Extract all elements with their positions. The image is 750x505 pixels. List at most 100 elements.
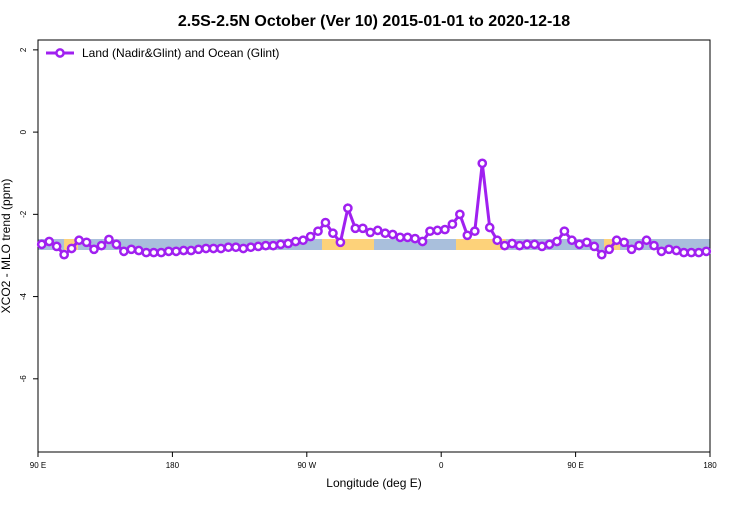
x-tick-label: 180	[703, 461, 717, 470]
point	[469, 226, 480, 237]
point	[671, 245, 682, 256]
point	[492, 235, 503, 246]
y-tick-label: -4	[19, 292, 28, 300]
point	[178, 245, 189, 256]
point	[611, 235, 622, 246]
point	[432, 225, 443, 236]
land-patch	[322, 239, 374, 250]
point	[686, 247, 697, 258]
y-tick-label: -6	[19, 375, 28, 383]
point	[283, 238, 293, 249]
point	[581, 237, 592, 248]
point	[619, 237, 629, 248]
point	[522, 239, 532, 250]
point	[634, 240, 644, 251]
point	[477, 158, 488, 169]
x-axis-label: Longitude (deg E)	[326, 476, 421, 490]
point	[89, 244, 99, 255]
point	[552, 236, 562, 247]
point	[701, 246, 712, 257]
point	[395, 232, 405, 243]
x-tick-label: 0	[439, 461, 444, 470]
point	[343, 203, 353, 214]
point	[133, 245, 144, 256]
point	[537, 241, 547, 252]
point	[141, 247, 152, 258]
point	[253, 241, 264, 252]
point	[260, 240, 271, 251]
point	[507, 238, 517, 249]
point	[66, 243, 77, 254]
y-axis-label: XCO2 - MLO trend (ppm)	[0, 179, 13, 314]
point	[596, 249, 607, 260]
point	[664, 244, 674, 255]
point	[514, 240, 525, 251]
point	[679, 247, 689, 258]
point	[544, 239, 555, 250]
chart-title: 2.5S-2.5N October (Ver 10) 2015-01-01 to…	[178, 13, 570, 30]
point	[231, 242, 241, 253]
point	[193, 244, 204, 255]
point	[350, 223, 361, 234]
point	[245, 242, 256, 253]
point	[559, 226, 570, 237]
point	[81, 237, 92, 248]
point	[104, 234, 114, 245]
x-tick-label: 90 E	[567, 461, 583, 470]
point	[417, 236, 428, 247]
point	[365, 227, 376, 238]
point	[44, 236, 55, 247]
point	[208, 243, 219, 254]
point	[589, 241, 600, 252]
point	[51, 241, 62, 252]
point	[387, 229, 398, 240]
point	[567, 235, 577, 246]
point	[380, 228, 391, 239]
legend-label: Land (Nadir&Glint) and Ocean (Glint)	[82, 46, 279, 60]
point	[216, 243, 226, 254]
y-tick-label: 0	[19, 129, 28, 134]
point	[119, 246, 129, 257]
point	[148, 247, 159, 258]
point	[163, 246, 174, 257]
legend-marker	[55, 48, 65, 58]
point	[223, 242, 234, 253]
point	[425, 226, 435, 237]
point	[447, 219, 458, 230]
point	[372, 225, 383, 236]
point	[275, 239, 286, 250]
point	[238, 243, 249, 254]
point	[626, 244, 637, 255]
point	[328, 228, 338, 239]
point	[604, 244, 615, 255]
point	[574, 239, 585, 250]
point	[268, 240, 279, 251]
point	[96, 240, 107, 251]
point	[641, 235, 652, 246]
y-tick-label: -2	[19, 210, 28, 218]
point	[305, 231, 316, 242]
y-tick-label: 2	[19, 47, 28, 52]
point	[290, 236, 301, 247]
point	[402, 232, 413, 243]
point	[74, 235, 84, 246]
point	[298, 235, 308, 246]
point	[656, 246, 667, 257]
x-tick-label: 90 W	[297, 461, 316, 470]
x-tick-label: 90 E	[30, 461, 46, 470]
point	[111, 239, 122, 250]
point	[529, 239, 540, 250]
point	[313, 226, 323, 237]
point	[499, 240, 510, 251]
point	[320, 217, 331, 228]
x-tick-label: 180	[166, 461, 180, 470]
point	[156, 247, 167, 258]
point	[440, 224, 450, 235]
point	[171, 246, 181, 257]
point	[462, 230, 473, 241]
point	[36, 239, 47, 250]
point	[357, 223, 368, 234]
point	[484, 222, 495, 233]
point	[201, 243, 211, 254]
